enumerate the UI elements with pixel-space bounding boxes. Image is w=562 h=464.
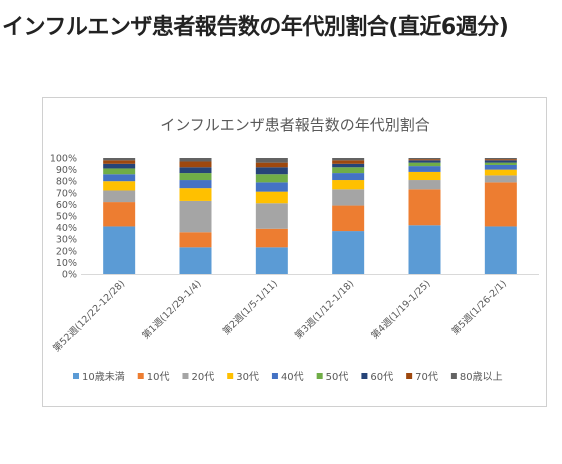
bar-segment bbox=[408, 158, 441, 160]
y-tick-label: 20% bbox=[56, 246, 77, 257]
bar-segment bbox=[332, 180, 365, 190]
bar-segment bbox=[484, 160, 517, 163]
bar-segment bbox=[484, 169, 517, 176]
bar-segment bbox=[255, 228, 288, 248]
y-tick-label: 0% bbox=[62, 270, 77, 281]
bar-segment bbox=[103, 160, 136, 164]
bar-segment bbox=[103, 202, 136, 227]
x-tick-label: 第52週(12/22-12/28) bbox=[50, 278, 127, 355]
y-tick-label: 60% bbox=[56, 200, 77, 211]
bar-segment bbox=[255, 203, 288, 229]
bar-segment bbox=[484, 164, 517, 170]
bar-segment bbox=[408, 166, 441, 172]
bar-segment bbox=[332, 160, 365, 164]
bar-segment bbox=[179, 188, 212, 201]
legend-swatch bbox=[271, 373, 278, 379]
bar-segment bbox=[179, 167, 212, 174]
bar-segment bbox=[103, 226, 136, 274]
bar-segment bbox=[332, 167, 365, 174]
x-tick-label: 第5週(1/26-2/1) bbox=[449, 278, 509, 338]
y-tick-label: 40% bbox=[56, 223, 77, 234]
bar-segment bbox=[179, 173, 212, 181]
bar-segment bbox=[255, 191, 288, 204]
y-tick-label: 70% bbox=[56, 188, 77, 199]
legend-label: 10歳未満 bbox=[82, 371, 125, 383]
bar-segment bbox=[332, 163, 365, 168]
bar-segment bbox=[103, 168, 136, 175]
bar-segment bbox=[408, 189, 441, 226]
legend: 10歳未満 10代 20代 30代 40代 50代 60代 70代 80歳以上 bbox=[73, 371, 503, 383]
bar-segment bbox=[103, 190, 136, 203]
bar-segment bbox=[255, 167, 288, 175]
bar-segment bbox=[255, 174, 288, 183]
bar-segment bbox=[332, 205, 365, 232]
bar-segment bbox=[179, 232, 212, 248]
bar-segment bbox=[484, 175, 517, 183]
bar-segment bbox=[484, 182, 517, 227]
y-tick-label: 30% bbox=[56, 235, 77, 246]
bar-segment bbox=[255, 162, 288, 168]
bar-segment bbox=[332, 189, 365, 206]
y-tick-label: 100% bbox=[50, 154, 77, 165]
bar-segment bbox=[255, 158, 288, 163]
bar-segment bbox=[103, 158, 136, 161]
bar-segment bbox=[179, 161, 212, 168]
bars bbox=[103, 158, 517, 274]
y-tick-label: 80% bbox=[56, 177, 77, 188]
bar-segment bbox=[103, 181, 136, 191]
legend-label: 20代 bbox=[191, 371, 214, 383]
legend-swatch bbox=[182, 373, 189, 379]
chart: インフルエンザ患者報告数の年代別割合 0%10%20%30%40%50%60%7… bbox=[50, 116, 539, 383]
bar-segment bbox=[408, 180, 441, 190]
legend-swatch bbox=[450, 373, 457, 379]
legend-swatch bbox=[361, 373, 368, 379]
y-tick-label: 10% bbox=[56, 258, 77, 269]
bar-segment bbox=[255, 247, 288, 274]
legend-label: 60代 bbox=[370, 371, 393, 383]
chart-title: インフルエンザ患者報告数の年代別割合 bbox=[160, 116, 430, 134]
bar-segment bbox=[484, 159, 517, 161]
bar-segment bbox=[103, 163, 136, 169]
chart-frame: インフルエンザ患者報告数の年代別割合 0% 10% 20% 30% 40% 50% 60% 7… bbox=[42, 97, 547, 407]
x-tick-label: 第4週(1/19-1/25) bbox=[369, 278, 433, 342]
legend-swatch bbox=[227, 373, 234, 379]
x-tick-label: 第2週(1/5-1/11) bbox=[220, 278, 280, 338]
legend-label: 70代 bbox=[415, 371, 438, 383]
bar-segment bbox=[255, 182, 288, 192]
legend-swatch bbox=[316, 373, 323, 379]
bar-segment bbox=[484, 226, 517, 274]
bar-segment bbox=[408, 171, 441, 181]
legend-label: 80歳以上 bbox=[460, 371, 503, 383]
y-axis: 0%10%20%30%40%50%60%70%80%90%100% bbox=[50, 154, 539, 281]
y-tick-label: 90% bbox=[56, 165, 77, 176]
legend-label: 50代 bbox=[326, 371, 349, 383]
bar-segment bbox=[179, 247, 212, 274]
bar-segment bbox=[179, 200, 212, 233]
legend-label: 30代 bbox=[236, 371, 259, 383]
bar-segment bbox=[103, 174, 136, 182]
legend-swatch bbox=[137, 373, 144, 379]
bar-segment bbox=[332, 158, 365, 161]
legend-label: 10代 bbox=[147, 371, 170, 383]
legend-label: 40代 bbox=[281, 371, 304, 383]
bar-segment bbox=[408, 160, 441, 163]
x-tick-label: 第3週(1/12-1/18) bbox=[292, 278, 356, 342]
bar-segment bbox=[484, 158, 517, 160]
bar-segment bbox=[332, 231, 365, 274]
bar-segment bbox=[179, 158, 212, 162]
page-title: インフルエンザ患者報告数の年代別割合(直近6週分) bbox=[2, 15, 509, 40]
legend-swatch bbox=[73, 373, 79, 379]
bar-segment bbox=[408, 162, 441, 167]
legend-swatch bbox=[406, 373, 413, 379]
bar-segment bbox=[408, 225, 441, 274]
x-tick-label: 第1週(12/29-1/4) bbox=[140, 278, 204, 342]
bar-segment bbox=[179, 180, 212, 189]
bar-segment bbox=[332, 173, 365, 181]
bar-segment bbox=[484, 162, 517, 165]
y-tick-label: 50% bbox=[56, 212, 77, 223]
bar-segment bbox=[408, 159, 441, 161]
x-axis: 第52週(12/22-12/28) 第1週(12/29-1/4) 第2週(1/5-1… bbox=[50, 278, 509, 355]
